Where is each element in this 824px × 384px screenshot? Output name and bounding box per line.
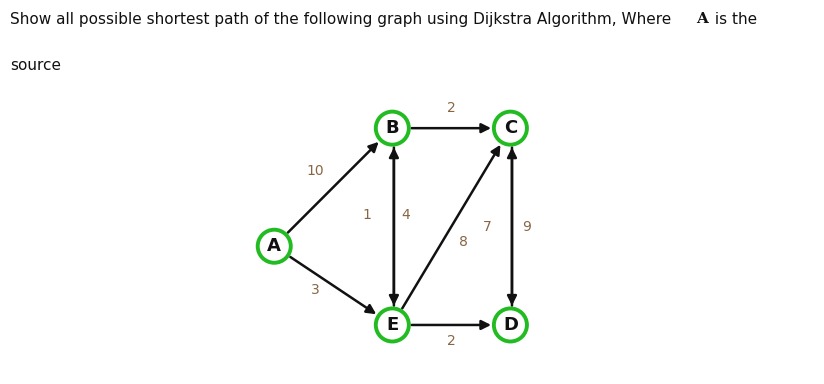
FancyArrowPatch shape bbox=[390, 150, 398, 306]
Text: source: source bbox=[10, 58, 61, 73]
Text: Show all possible shortest path of the following graph using Dijkstra Algorithm,: Show all possible shortest path of the f… bbox=[10, 12, 676, 26]
Circle shape bbox=[258, 230, 291, 263]
Circle shape bbox=[494, 112, 527, 145]
Text: A: A bbox=[267, 237, 281, 255]
Text: is the: is the bbox=[710, 12, 757, 26]
Text: A: A bbox=[696, 12, 708, 25]
Circle shape bbox=[376, 112, 409, 145]
Text: 8: 8 bbox=[459, 235, 467, 249]
Text: 7: 7 bbox=[482, 220, 491, 233]
Text: D: D bbox=[503, 316, 518, 334]
FancyArrowPatch shape bbox=[412, 124, 489, 132]
FancyArrowPatch shape bbox=[508, 147, 516, 303]
FancyArrowPatch shape bbox=[412, 321, 489, 329]
FancyArrowPatch shape bbox=[290, 257, 374, 313]
Text: 2: 2 bbox=[447, 101, 456, 116]
FancyArrowPatch shape bbox=[508, 150, 516, 306]
Text: 10: 10 bbox=[307, 164, 325, 179]
Text: 2: 2 bbox=[447, 334, 456, 348]
Circle shape bbox=[494, 308, 527, 341]
FancyArrowPatch shape bbox=[402, 147, 499, 308]
Text: C: C bbox=[503, 119, 517, 137]
Text: B: B bbox=[386, 119, 399, 137]
Text: 1: 1 bbox=[363, 208, 371, 222]
Text: 4: 4 bbox=[402, 208, 410, 222]
Text: 9: 9 bbox=[522, 220, 531, 233]
FancyArrowPatch shape bbox=[390, 147, 398, 303]
Text: 3: 3 bbox=[311, 283, 320, 296]
FancyArrowPatch shape bbox=[288, 144, 377, 233]
Text: E: E bbox=[386, 316, 399, 334]
Circle shape bbox=[376, 308, 409, 341]
